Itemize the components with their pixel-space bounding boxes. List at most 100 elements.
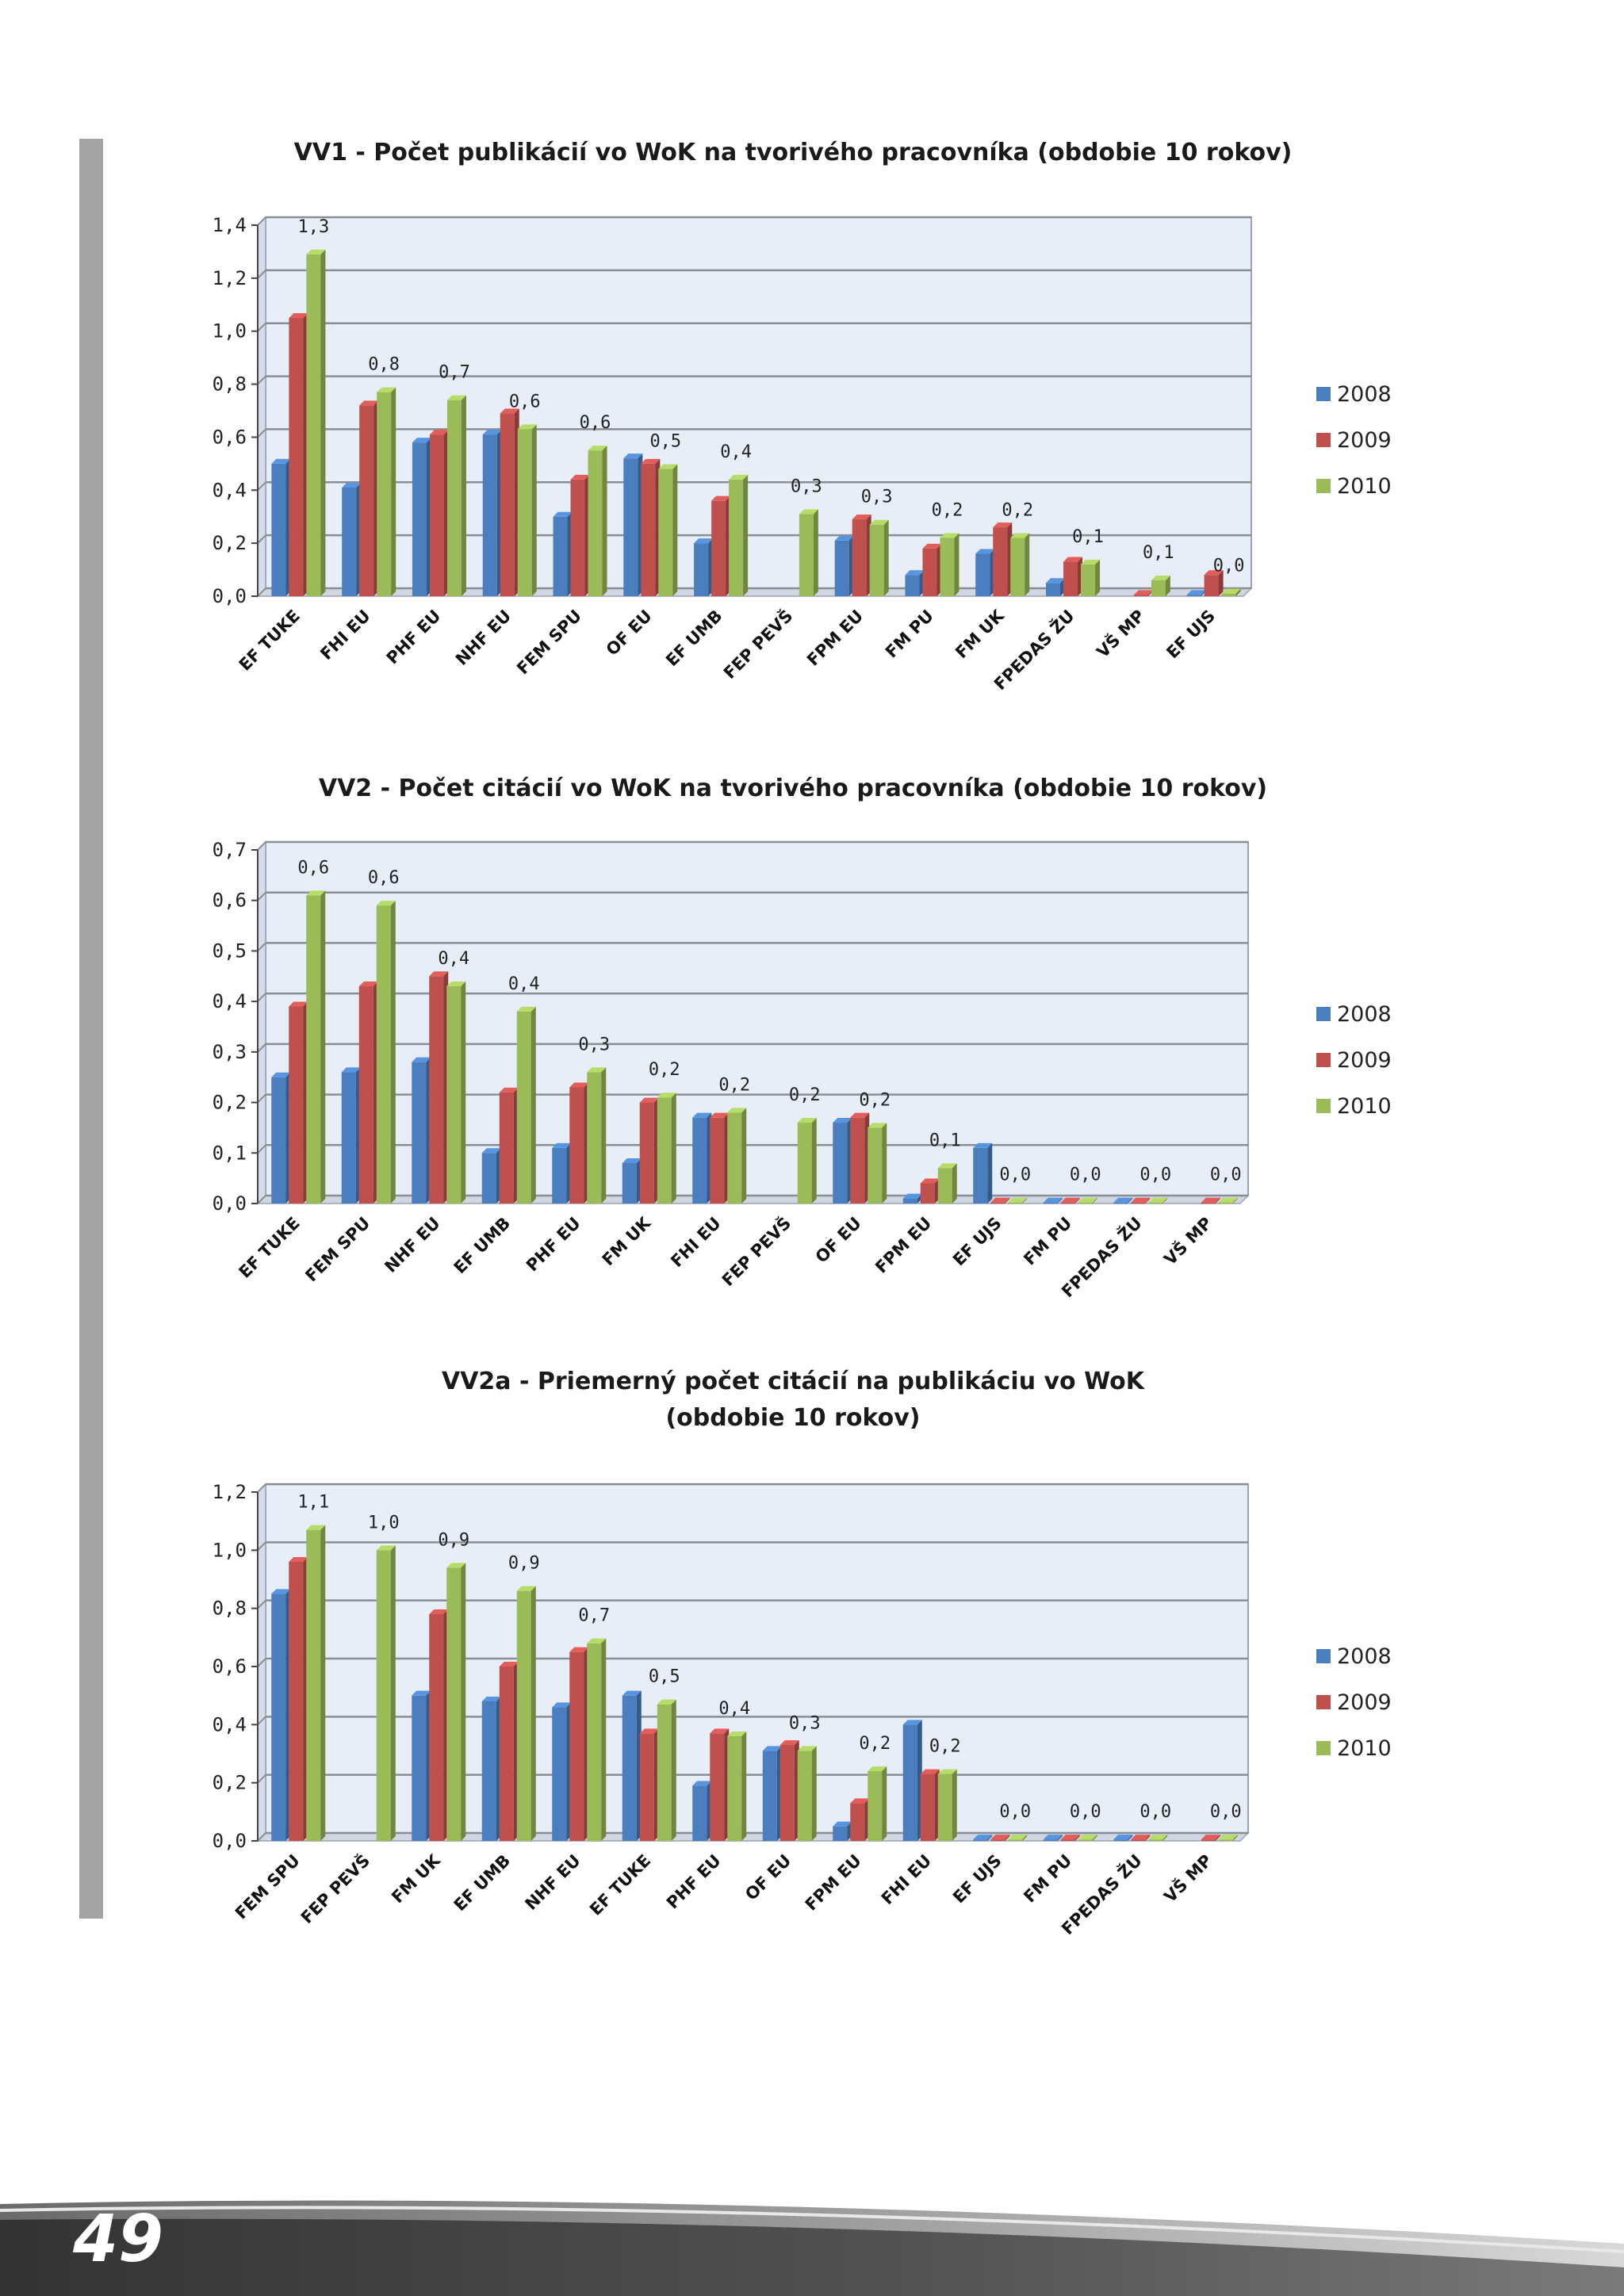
ytick-label: 1,4 <box>213 214 247 236</box>
bar-front <box>990 1839 1005 1841</box>
data-label: 0,0 <box>1213 557 1245 576</box>
bar <box>973 1142 993 1203</box>
bar <box>587 1638 607 1841</box>
bar-side <box>1218 570 1224 596</box>
bar-front <box>376 905 391 1203</box>
bar-front <box>1218 1839 1233 1841</box>
gridline-depth <box>257 534 266 544</box>
bar <box>271 1072 291 1203</box>
gridline-depth <box>257 1832 266 1842</box>
bar-top <box>289 313 308 318</box>
bar-top <box>1060 1835 1080 1840</box>
bar <box>446 1563 466 1841</box>
bar <box>1148 1835 1168 1841</box>
bar <box>657 1093 676 1203</box>
bar <box>973 1835 993 1841</box>
bar-top <box>376 1545 396 1551</box>
bar-front <box>1151 580 1166 596</box>
bar-front <box>412 442 427 596</box>
bar-front <box>990 1202 1005 1204</box>
bar-top <box>377 387 396 392</box>
bar-front <box>1201 1839 1216 1841</box>
bar-front <box>306 1529 321 1841</box>
bar <box>271 458 291 596</box>
bar <box>429 1609 449 1841</box>
ytick-label: 0,5 <box>213 939 247 962</box>
bar-front <box>1218 1202 1233 1204</box>
bar-front <box>446 986 462 1203</box>
bar <box>1218 1835 1238 1841</box>
category-label: VŠ MP <box>1160 1213 1216 1269</box>
bar-front <box>797 1123 812 1203</box>
bar-top <box>990 1197 1010 1203</box>
footer-swoosh <box>0 2200 1624 2296</box>
bar-top <box>990 1835 1010 1840</box>
bar-front <box>552 1147 567 1203</box>
category-label: EF TUKE <box>236 607 304 675</box>
category-label: FEP PEVŠ <box>719 606 796 683</box>
bar-front <box>727 1736 742 1841</box>
category-label: EF UMB <box>662 607 726 671</box>
bar <box>481 1148 501 1203</box>
gridline-depth <box>257 375 266 385</box>
data-label: 1,3 <box>298 217 330 237</box>
data-label: 0,2 <box>1002 500 1033 520</box>
bar-top <box>1078 1835 1097 1840</box>
bar-top <box>1046 578 1066 584</box>
bar-side <box>952 1769 957 1841</box>
bar-side <box>882 1123 887 1203</box>
bar <box>905 570 925 596</box>
bar-side <box>987 1142 993 1203</box>
bar-top <box>657 1699 676 1705</box>
bar-front <box>289 1006 304 1203</box>
bar <box>940 533 959 596</box>
bar-front <box>973 1147 988 1203</box>
bar-top <box>429 971 449 977</box>
bar <box>639 1097 659 1203</box>
bar-side <box>1057 1197 1063 1203</box>
bar <box>922 543 942 596</box>
bar-side <box>461 395 466 596</box>
gridline-depth <box>257 1195 266 1204</box>
legend-label-2010: 2010 <box>1337 1736 1392 1761</box>
bar-side <box>320 890 326 1203</box>
bar <box>797 1746 817 1841</box>
category-label: FM PU <box>882 607 937 662</box>
bar-front <box>587 1072 602 1203</box>
bar-top <box>1060 1197 1080 1203</box>
bar-side <box>1165 575 1170 596</box>
bar <box>869 519 889 596</box>
bar-side <box>1232 1835 1238 1841</box>
bar-front <box>902 1724 917 1841</box>
category-label: FPM EU <box>803 607 867 670</box>
bar-front <box>482 434 497 596</box>
bar <box>1201 1197 1220 1204</box>
data-label: 0,3 <box>791 476 822 496</box>
gridline-depth <box>257 1658 266 1667</box>
ytick-label: 0,8 <box>213 373 247 396</box>
bar <box>359 400 379 596</box>
bar-front <box>1148 1202 1163 1204</box>
bar-top <box>833 1118 852 1123</box>
bar-top <box>1063 557 1083 562</box>
bar-side <box>320 1525 326 1841</box>
bar-side <box>1025 533 1030 596</box>
bar <box>1221 588 1241 596</box>
bar <box>920 1769 940 1841</box>
bar <box>639 1728 659 1841</box>
category-label: FPM EU <box>871 1214 935 1277</box>
bar-top <box>1221 588 1241 594</box>
legend-swatch-2008 <box>1316 387 1331 401</box>
bar-top <box>289 1557 308 1562</box>
bar-top <box>727 1732 747 1736</box>
bar <box>1151 575 1170 596</box>
plot-floor <box>256 1195 1250 1204</box>
ytick-label: 0,1 <box>213 1142 247 1164</box>
bar-side <box>1022 1835 1028 1841</box>
bar <box>852 515 871 596</box>
bar-front <box>993 527 1008 596</box>
bar-side <box>987 1835 993 1841</box>
legend-label-2008: 2008 <box>1337 382 1392 407</box>
bar-top <box>692 1112 712 1118</box>
bar-front <box>499 1667 514 1841</box>
